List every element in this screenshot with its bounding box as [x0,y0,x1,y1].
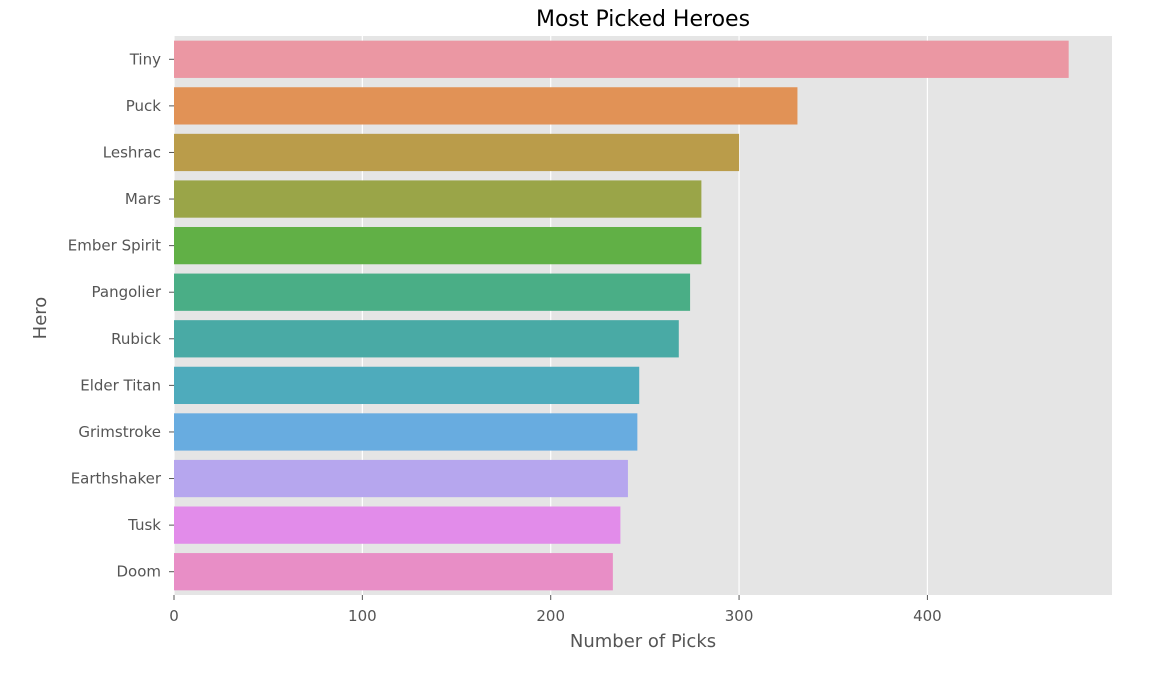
y-tick-label: Pangolier [92,283,162,301]
bars [174,40,1069,591]
y-tick-label: Ember Spirit [68,237,161,255]
bar-elder-titan [174,366,640,405]
plot-background [174,36,1112,595]
y-tick-label: Mars [125,190,161,208]
bar-grimstroke [174,413,638,451]
y-axis-label: Hero [30,297,51,340]
bar-rubick [174,320,679,358]
y-tick-label: Earthshaker [71,470,162,488]
y-tick-label: Rubick [111,330,161,348]
y-tick-label: Grimstroke [78,423,161,441]
bar-ember-spirit [174,226,702,265]
bar-pangolier [174,273,691,311]
y-axis-ticks: Tiny Puck Leshrac Mars Ember Spirit Pangolier… [68,50,174,581]
bar-tiny [174,40,1069,78]
x-tick-label: 300 [725,607,754,625]
x-tick-label: 200 [536,607,565,625]
bar-tusk [174,506,621,544]
bar-doom [174,553,613,591]
y-tick-label: Doom [116,563,161,581]
bar-puck [174,87,798,125]
y-tick-label: Tusk [127,516,161,534]
bar-leshrac [174,133,740,172]
bar-mars [174,180,702,218]
y-tick-label: Tiny [129,50,161,68]
x-axis-label: Number of Picks [570,631,716,652]
bar-earthshaker [174,459,628,498]
x-tick-label: 0 [169,607,179,625]
x-tick-label: 100 [348,607,377,625]
y-tick-label: Puck [126,97,162,115]
grid-lines [173,36,929,595]
x-tick-label: 400 [913,607,942,625]
y-tick-label: Leshrac [103,143,161,161]
y-tick-label: Elder Titan [80,376,161,394]
chart-title: Most Picked Heroes [536,7,750,32]
x-axis-ticks: 0 100 200 300 400 [169,595,942,625]
